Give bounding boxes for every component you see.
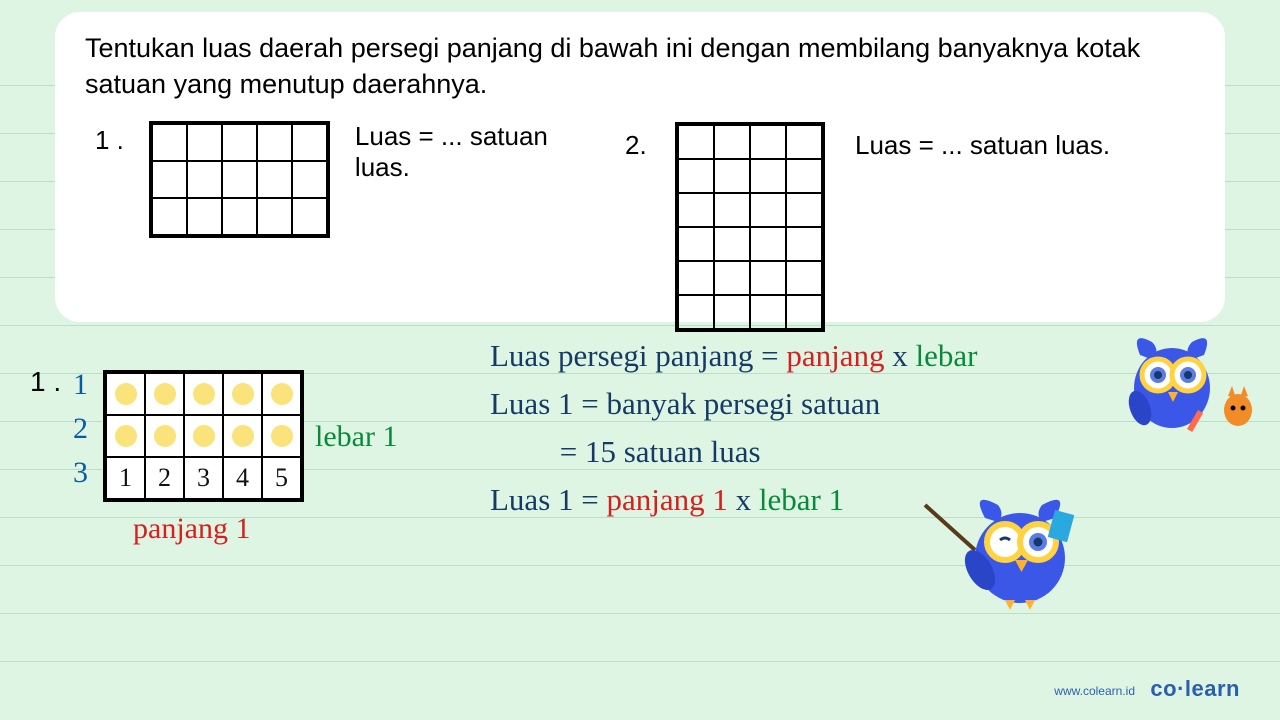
solution-grid-container: 1 2 3 4 5 bbox=[103, 370, 304, 502]
row-label-2: 2 bbox=[73, 412, 88, 446]
grid-4x6 bbox=[675, 122, 825, 332]
row-label-3: 3 bbox=[73, 456, 88, 490]
count-dot bbox=[154, 383, 176, 405]
brand-logo: co·learn bbox=[1150, 676, 1240, 702]
problem-number: 1 . bbox=[95, 121, 124, 156]
solution-number: 1 . bbox=[30, 366, 61, 398]
grid-5x3 bbox=[149, 121, 330, 238]
instruction-text: Tentukan luas daerah persegi panjang di … bbox=[85, 30, 1195, 103]
count-dot bbox=[271, 425, 293, 447]
col-label: 3 bbox=[184, 457, 223, 499]
formula-line-1: Luas persegi panjang = panjang x lebar bbox=[490, 332, 978, 380]
count-dot bbox=[154, 425, 176, 447]
count-dot bbox=[232, 425, 254, 447]
col-label: 4 bbox=[223, 457, 262, 499]
solution-grid: 1 2 3 4 5 bbox=[103, 370, 304, 502]
count-dot bbox=[115, 383, 137, 405]
panjang-label: panjang 1 bbox=[133, 512, 250, 546]
count-dot bbox=[232, 383, 254, 405]
count-dot bbox=[193, 383, 215, 405]
formula-area: Luas persegi panjang = panjang x lebar L… bbox=[490, 332, 978, 524]
problem-1-label: Luas = ... satuanluas. bbox=[355, 121, 548, 183]
owl-teacher-icon bbox=[920, 470, 1100, 620]
problem-2-label: Luas = ... satuan luas. bbox=[855, 130, 1110, 161]
formula-line-4: Luas 1 = panjang 1 x lebar 1 bbox=[490, 476, 978, 524]
row-label-1: 1 bbox=[73, 368, 88, 402]
col-label: 1 bbox=[106, 457, 145, 499]
solution-area: 1 . 1 2 3 1 2 3 4 5 lebar 1 panjang 1 bbox=[25, 362, 425, 562]
count-dot bbox=[193, 425, 215, 447]
owl-mascot-icon bbox=[1110, 320, 1260, 440]
col-label: 5 bbox=[262, 457, 301, 499]
formula-line-2: Luas 1 = banyak persegi satuan bbox=[490, 380, 978, 428]
question-card: Tentukan luas daerah persegi panjang di … bbox=[55, 12, 1225, 322]
count-dot bbox=[271, 383, 293, 405]
count-dot bbox=[115, 425, 137, 447]
col-label: 2 bbox=[145, 457, 184, 499]
problem-1: 1 . Luas = ... satuanluas. bbox=[95, 121, 548, 238]
problem-2-number: 2. bbox=[625, 130, 647, 161]
lebar-label: lebar 1 bbox=[315, 420, 397, 454]
brand-url: www.colearn.id bbox=[1054, 684, 1135, 698]
formula-line-3: = 15 satuan luas bbox=[490, 428, 978, 476]
